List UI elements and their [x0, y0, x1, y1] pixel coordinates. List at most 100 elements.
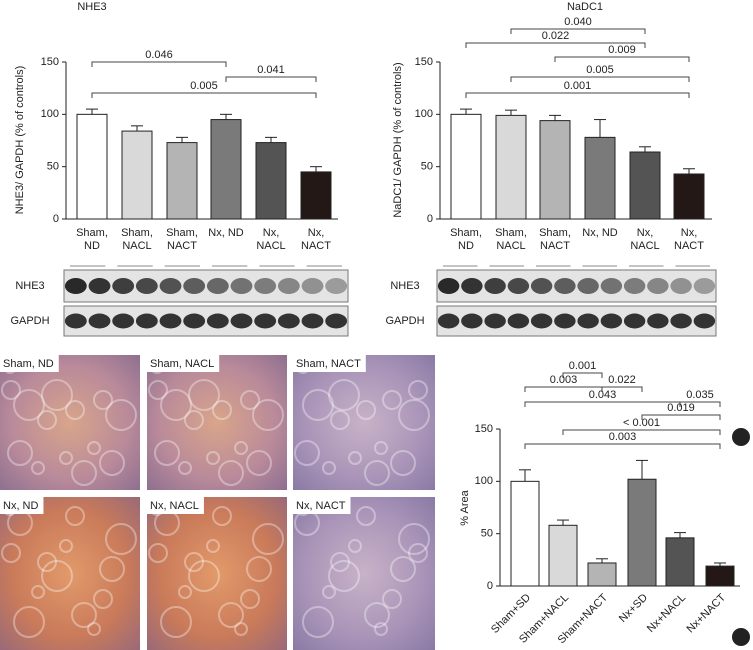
micrograph [293, 497, 435, 650]
tubule-texture [390, 450, 416, 476]
bar [450, 113, 482, 220]
tubule-texture [218, 602, 244, 628]
y-tick-label: 100 [415, 108, 433, 120]
tubule-texture [374, 441, 388, 455]
tubule-texture [390, 556, 416, 582]
p-value: 0.035 [686, 389, 714, 401]
tubule-texture [87, 622, 101, 636]
significance-bracket [524, 443, 721, 449]
bar [539, 120, 571, 220]
blot-band [254, 278, 277, 294]
bar [210, 119, 242, 220]
tubule-texture [348, 539, 362, 553]
blot-band [88, 278, 111, 294]
blot-band [437, 278, 460, 294]
y-axis-label: NHE3/ GAPDH (% of controls) [14, 66, 26, 215]
micrograph-label: Nx, ND [3, 500, 39, 512]
blot-band [230, 313, 253, 329]
tubule-texture [71, 460, 97, 486]
blot-band [647, 313, 669, 329]
tubule-texture [87, 441, 101, 455]
x-tick-label: Nx, NACT [301, 227, 331, 252]
tubule-texture [184, 552, 204, 572]
tubule-texture [160, 389, 192, 421]
blot-band [693, 313, 716, 329]
tubule-texture [322, 585, 336, 599]
tubule-texture [37, 410, 57, 430]
p-value: 0.003 [550, 374, 578, 386]
blot-band [135, 278, 158, 294]
bar [121, 130, 153, 220]
blot-band [623, 313, 646, 329]
blot-label: GAPDH [385, 315, 424, 327]
x-tick-label: Sham, NACT [166, 227, 198, 252]
micrograph-label-bg [147, 497, 204, 514]
x-tick-label: Sham, NACL [495, 227, 527, 252]
panel-label: A [737, 432, 745, 444]
significance-bracket [91, 61, 227, 67]
bar [255, 142, 287, 220]
blot-band [183, 278, 206, 294]
tubule-texture [322, 461, 336, 475]
x-tick-label: Nx, NACT [674, 227, 704, 252]
micrograph-label-bg [293, 355, 366, 372]
micrograph-label: Sham, NACL [150, 358, 214, 370]
tubule-texture [105, 523, 137, 555]
blot-band [325, 278, 348, 294]
p-value: 0.040 [564, 16, 592, 28]
p-value: 0.003 [609, 431, 637, 443]
y-tick-label: 50 [481, 528, 493, 540]
y-tick-label: 0 [487, 580, 493, 592]
x-tick-label: Nx+NACL [645, 592, 688, 635]
p-value: 0.041 [257, 64, 285, 76]
blot-band [461, 313, 483, 329]
tubule-texture [252, 523, 284, 555]
p-value: 0.043 [589, 389, 617, 401]
micrograph [147, 497, 287, 650]
x-tick-label: Nx+SD [617, 592, 650, 625]
blot-band [647, 278, 669, 294]
bar [166, 142, 198, 220]
x-tick-label: Nx, NACL [256, 227, 286, 252]
blot [436, 269, 717, 303]
blot [63, 269, 349, 303]
blot-band [64, 313, 87, 329]
micrograph [0, 355, 140, 490]
p-value: 0.019 [667, 402, 695, 414]
tubule-texture [356, 506, 376, 526]
y-tick-label: 100 [475, 475, 493, 487]
p-value: 0.022 [542, 30, 570, 42]
blot-band [623, 278, 646, 294]
tubule-texture [65, 400, 85, 420]
micrograph-label-bg [0, 355, 59, 372]
blot-band [64, 278, 87, 294]
y-tick-label: 100 [41, 108, 59, 120]
tubule-texture [212, 400, 232, 420]
micrograph [293, 355, 435, 490]
tubule-texture [398, 523, 430, 555]
micrograph [0, 497, 140, 650]
blot-band [600, 278, 623, 294]
micrograph-label-bg [147, 355, 220, 372]
bar [510, 480, 540, 587]
tubule-texture [356, 400, 376, 420]
blot-band [507, 278, 530, 294]
panel-label: B [737, 632, 745, 644]
blot [63, 305, 349, 337]
tubule-texture [330, 410, 350, 430]
p-value: 0.005 [586, 64, 614, 76]
tubule-texture [408, 543, 428, 563]
tubule-texture [246, 450, 272, 476]
significance-bracket [510, 76, 690, 82]
y-tick-label: 0 [427, 213, 433, 225]
tubule-texture [328, 379, 360, 411]
tubule-texture [398, 399, 430, 431]
y-tick-label: 0 [53, 213, 59, 225]
blot-band [484, 278, 506, 294]
y-axis-label: NaDC1/ GAPDH (% of controls) [392, 62, 404, 217]
significance-bracket [465, 92, 690, 98]
blot-band [554, 278, 576, 294]
significance-bracket [679, 401, 721, 407]
